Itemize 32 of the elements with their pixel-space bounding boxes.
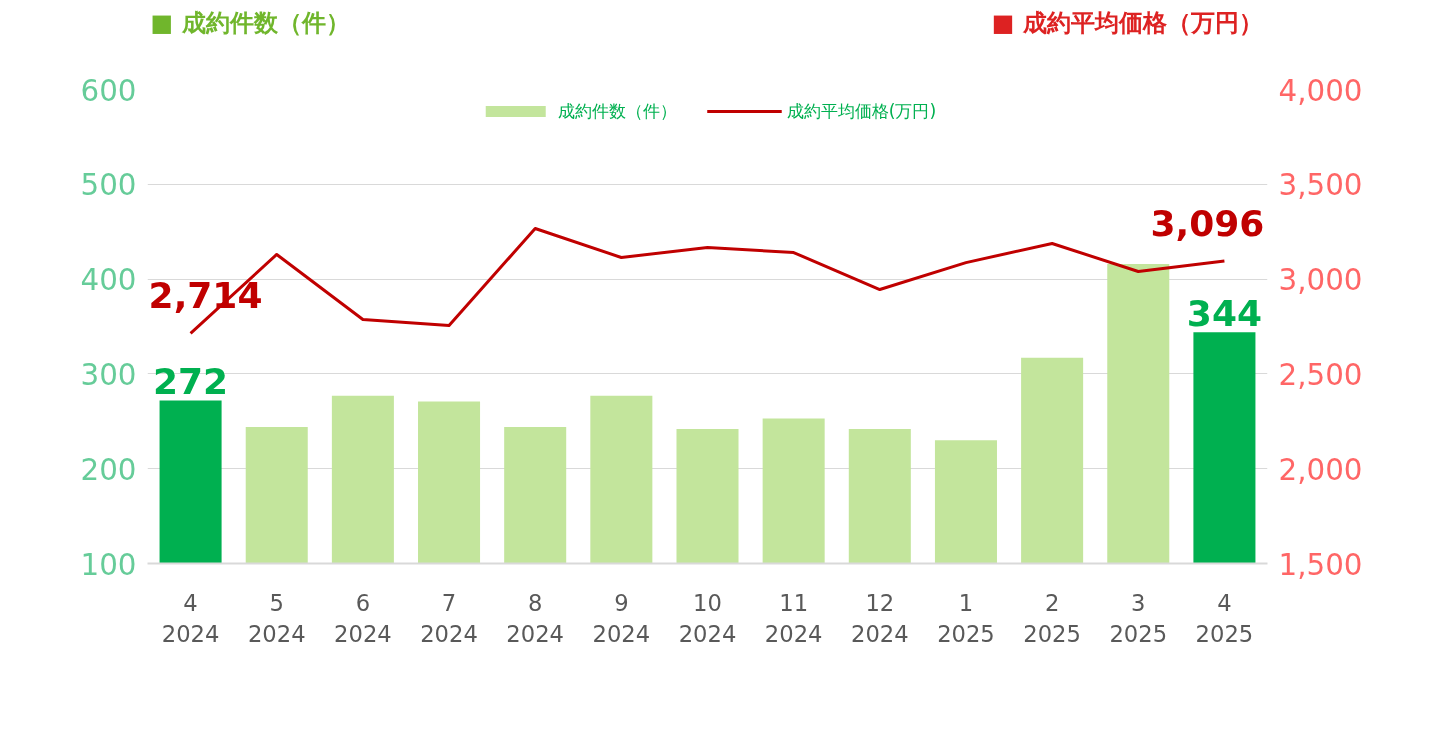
data-label: 344 <box>1186 293 1263 335</box>
data-label: 272 <box>153 361 229 403</box>
x-tick-label: 9 2024 <box>592 589 651 647</box>
y2-tick-label: 4,000 <box>1278 73 1363 108</box>
y2-axis-title: ■ 成約平均価格（万円） <box>991 8 1263 37</box>
x-tick-label: 12 2024 <box>850 589 909 647</box>
x-tick-label: 2 2025 <box>1023 589 1081 647</box>
y-tick-label: 100 <box>80 547 137 582</box>
x-tick-label: 4 2024 <box>161 589 220 647</box>
x-tick-label: 10 2024 <box>678 589 737 647</box>
x-tick-label: 7 2024 <box>420 589 478 647</box>
legend-label: 成約平均価格(万円) <box>786 100 937 123</box>
x-tick-label: 4 2025 <box>1195 589 1254 647</box>
y-tick-label: 200 <box>80 452 137 487</box>
x-tick-label: 11 2024 <box>764 589 823 647</box>
y-axis-title: ■ 成約件数（件） <box>150 8 350 37</box>
y2-tick-label: 3,000 <box>1278 263 1363 298</box>
y-tick-label: 300 <box>80 357 137 392</box>
x-tick-label: 3 2025 <box>1109 589 1168 647</box>
y2-tick-label: 2,500 <box>1278 357 1363 392</box>
y-tick-label: 600 <box>80 73 137 108</box>
x-tick-label: 5 2024 <box>247 589 306 647</box>
x-tick-label: 1 2025 <box>937 589 995 647</box>
y-tick-label: 500 <box>80 168 137 203</box>
y-tick-label: 400 <box>80 263 137 298</box>
legend-label: 成約件数（件） <box>557 100 677 123</box>
data-label: 3,096 <box>1150 202 1265 244</box>
y2-tick-label: 3,500 <box>1278 168 1363 203</box>
x-tick-label: 8 2024 <box>506 589 565 647</box>
y2-tick-label: 1,500 <box>1278 547 1363 582</box>
y2-tick-label: 2,000 <box>1278 452 1363 487</box>
x-tick-label: 6 2024 <box>334 589 392 647</box>
